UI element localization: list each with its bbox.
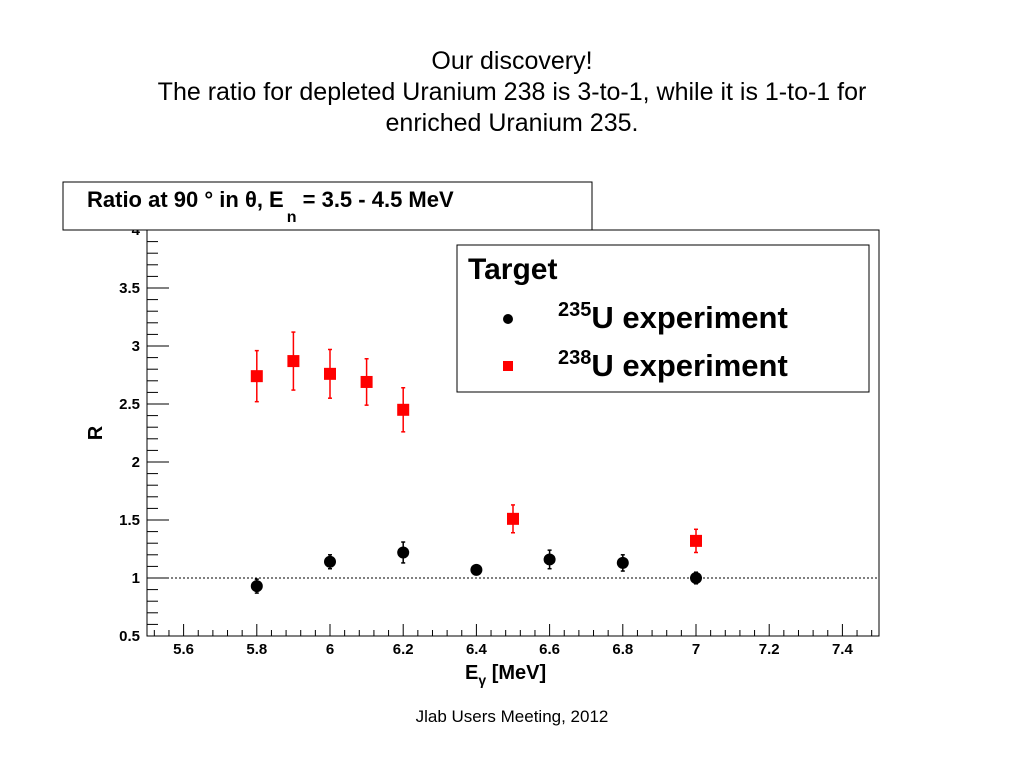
data-point-238 — [507, 512, 519, 525]
legend-box — [456, 244, 870, 393]
x-tick-label: 6.6 — [539, 641, 560, 658]
plot-title-subscript: n — [287, 209, 297, 226]
data-point-235 — [397, 546, 410, 559]
legend-entry-235-text: U experiment — [591, 300, 787, 335]
y-tick-label: 3 — [132, 338, 140, 355]
x-tick-label: 7.2 — [759, 641, 780, 658]
slide-title-line-2: The ratio for depleted Uranium 238 is 3-… — [157, 78, 867, 106]
data-point-238 — [397, 403, 410, 416]
y-axis: 0.511.522.533.54 — [119, 222, 169, 645]
plot-title-main: Ratio at 90 ° in θ, E — [87, 187, 284, 212]
data-point-238 — [287, 355, 300, 368]
plot-title-box — [62, 181, 593, 231]
slide-title: Our discovery! The ratio for depleted Ur… — [0, 46, 1024, 139]
data-point-238 — [250, 370, 263, 383]
slide-title-line-3: enriched Uranium 235. — [385, 109, 639, 137]
data-point-238 — [690, 534, 702, 547]
data-point-235 — [250, 580, 263, 593]
data-point-235 — [690, 572, 702, 584]
y-tick-label: 2.5 — [119, 396, 140, 413]
x-axis-title-subscript: γ — [478, 672, 486, 688]
series-layer — [250, 331, 702, 594]
x-tick-label: 6.2 — [393, 641, 414, 658]
data-point-235 — [470, 563, 483, 576]
legend-marker-235 — [503, 314, 513, 324]
y-axis-title: R — [85, 425, 107, 440]
series-238 — [250, 331, 702, 554]
footer-text: Jlab Users Meeting, 2012 — [415, 707, 609, 726]
legend-entry-238-text: U experiment — [591, 348, 787, 383]
legend-entry-235: 235U experiment — [558, 299, 788, 335]
y-tick-label: 1.5 — [119, 512, 140, 529]
x-tick-label: 5.6 — [173, 641, 194, 658]
x-tick-label: 6.8 — [612, 641, 633, 658]
x-axis: 5.6 5.8 6 6.2 6.4 6.6 6.8 7 7.2 7.4 — [153, 624, 873, 658]
y-tick-label: 0.5 — [119, 628, 140, 645]
legend-entry-238-sup: 238 — [558, 347, 591, 369]
y-tick-label: 2 — [132, 454, 140, 471]
x-tick-label: 6.4 — [466, 641, 488, 658]
legend-marker-238 — [503, 361, 513, 371]
data-point-235 — [543, 553, 556, 566]
x-axis-title-main: E — [465, 662, 478, 684]
legend-entry-235-sup: 235 — [558, 299, 591, 321]
legend-entry-238: 238U experiment — [558, 347, 788, 383]
legend-title: Target — [468, 253, 557, 286]
x-tick-label: 6 — [326, 641, 334, 658]
plot-title: Ratio at 90 ° in θ, En = 3.5 - 4.5 MeV — [87, 187, 454, 226]
x-axis-title: Eγ [MeV] — [465, 662, 546, 688]
x-tick-label: 7 — [692, 641, 700, 658]
data-point-235 — [616, 556, 629, 569]
data-point-238 — [360, 375, 373, 388]
data-point-235 — [324, 555, 336, 568]
plot-title-suffix: = 3.5 - 4.5 MeV — [297, 187, 454, 212]
data-point-238 — [324, 367, 336, 380]
slide-title-line-1: Our discovery! — [431, 47, 593, 75]
series-235 — [250, 541, 702, 594]
y-tick-label: 1 — [132, 570, 140, 587]
x-tick-label: 5.8 — [246, 641, 267, 658]
y-tick-label: 3.5 — [119, 280, 140, 297]
x-tick-label: 7.4 — [832, 641, 854, 658]
x-axis-title-suffix: [MeV] — [486, 662, 546, 684]
